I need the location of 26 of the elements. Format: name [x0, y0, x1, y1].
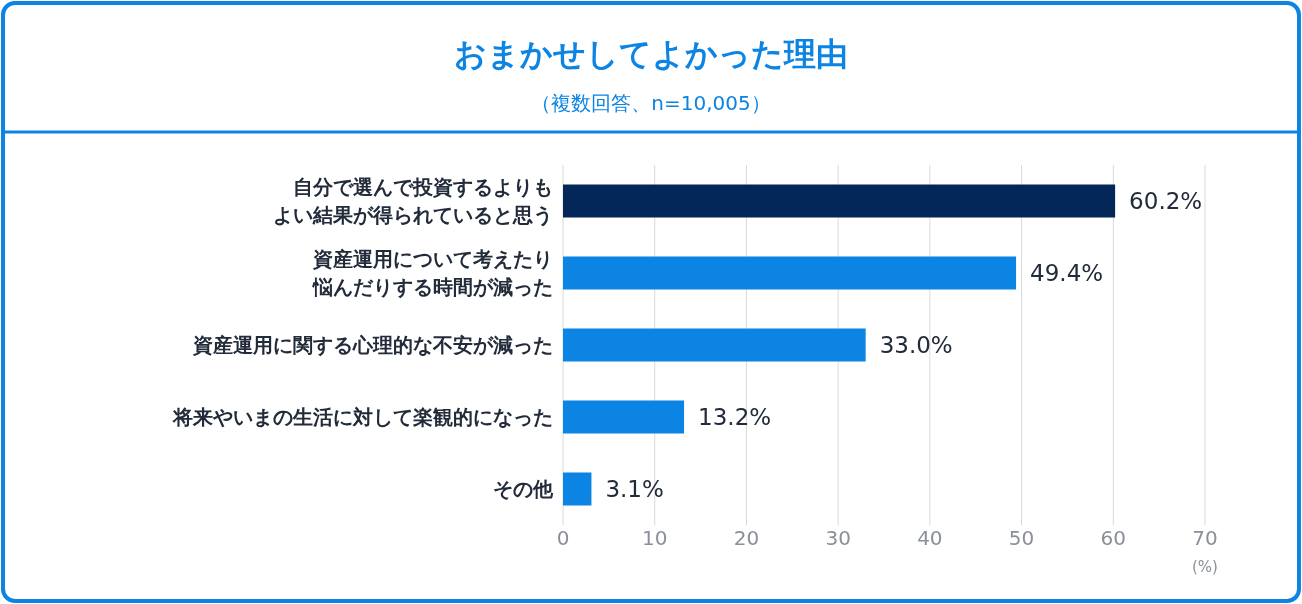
y-tick-label: その他: [493, 477, 554, 501]
data-label: 3.1%: [605, 476, 664, 502]
data-label: 60.2%: [1129, 188, 1203, 214]
bar: [563, 328, 866, 362]
chart-subtitle: （複数回答、n=10,005）: [531, 91, 771, 115]
x-tick-label: 10: [641, 526, 668, 550]
x-tick-label: 40: [917, 526, 943, 550]
x-tick-label: 0: [556, 526, 570, 550]
chart-title: おまかせしてよかった理由: [454, 35, 848, 73]
x-tick-label: 70: [1192, 526, 1218, 550]
x-axis-title: (%): [1192, 558, 1218, 576]
x-tick-label: 20: [733, 526, 760, 550]
data-label: 49.4%: [1030, 260, 1104, 286]
x-tick-label: 30: [825, 526, 851, 550]
data-label: 33.0%: [879, 332, 953, 358]
y-tick-label: 資産運用に関する心理的な不安が減った: [192, 333, 553, 357]
y-tick-label: 将来やいまの生活に対して楽観的になった: [172, 405, 553, 429]
x-tick-label: 50: [1008, 526, 1035, 550]
x-tick-label: 60: [1100, 526, 1127, 550]
y-tick-label: 資産運用について考えたり悩んだりする時間が減った: [312, 247, 553, 299]
data-label: 13.2%: [698, 404, 772, 430]
bar: [563, 184, 1116, 218]
bar: [563, 400, 685, 434]
y-tick-label: 自分で選んで投資するよりもよい結果が得られていると思う: [273, 175, 553, 227]
bar: [563, 256, 1017, 290]
bar: [563, 472, 592, 506]
